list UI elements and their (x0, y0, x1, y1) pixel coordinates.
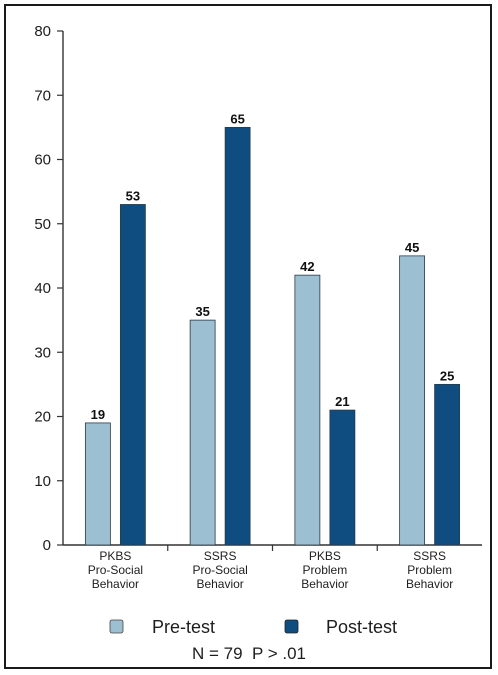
x-tick-label: PKBS (309, 549, 341, 563)
y-tick-label: 0 (43, 537, 51, 554)
data-label: 21 (335, 394, 349, 409)
y-tick-label: 60 (34, 152, 51, 169)
x-tick-label: Problem (303, 563, 348, 577)
bars (84, 126, 461, 546)
x-tick-label: Behavior (92, 577, 139, 591)
legend-label-post-test: Post-test (326, 617, 397, 637)
x-tick-label: Problem (407, 563, 452, 577)
bar-pre-test-2 (189, 319, 216, 546)
labels: 1953PKBSPro-SocialBehavior3565SSRSPro-So… (88, 111, 455, 591)
x-tick-label: Behavior (301, 577, 348, 591)
legend: Pre-test Post-test (109, 617, 397, 637)
data-label: 42 (300, 259, 314, 274)
x-tick-label: Behavior (406, 577, 453, 591)
bar-pre-test-4 (399, 255, 426, 546)
data-label: 65 (230, 111, 244, 126)
bar-post-test-2 (224, 126, 251, 546)
y-tick-label: 20 (34, 409, 51, 426)
y-tick-label: 50 (34, 216, 51, 233)
data-label: 19 (91, 407, 105, 422)
data-label: 35 (195, 304, 209, 319)
bar-post-test-1 (119, 204, 146, 546)
legend-label-pre-test: Pre-test (152, 617, 215, 637)
x-tick-label: Behavior (196, 577, 243, 591)
bar-pre-test-1 (84, 422, 111, 546)
legend-swatch-pre-test (109, 619, 124, 634)
bar-pre-test-3 (294, 274, 321, 546)
bar-post-test-4 (434, 383, 461, 546)
bar-post-test-3 (329, 409, 356, 546)
y-tick-label: 30 (34, 344, 51, 361)
x-tick-label: Pro-Social (88, 563, 143, 577)
y-tick-label: 10 (34, 473, 51, 490)
y-tick-label: 80 (34, 23, 51, 40)
y-tick-label: 70 (34, 87, 51, 104)
data-label: 53 (126, 188, 140, 203)
data-label: 45 (405, 240, 419, 255)
x-tick-label: SSRS (413, 549, 446, 563)
y-tick-label: 40 (34, 280, 51, 297)
x-tick-label: Pro-Social (192, 563, 247, 577)
x-tick-label: SSRS (204, 549, 237, 563)
sample-note: N = 79 P > .01 (192, 644, 306, 663)
data-label: 25 (440, 368, 454, 383)
legend-swatch-post-test (284, 619, 299, 634)
x-tick-label: PKBS (99, 549, 131, 563)
